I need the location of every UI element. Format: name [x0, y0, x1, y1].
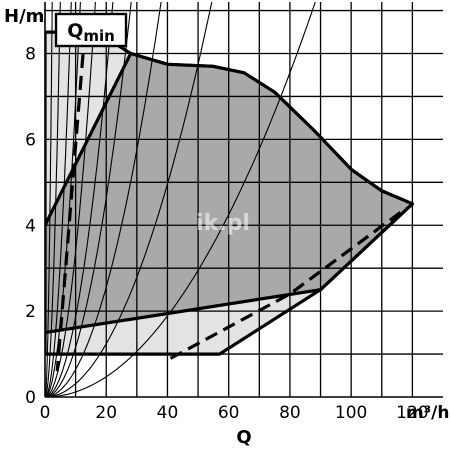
x-tick-label: 60: [218, 403, 240, 423]
system-curve: [45, 2, 61, 397]
system-curve: [45, 2, 53, 397]
x-axis-title: Q: [236, 427, 251, 448]
x-axis-unit: m³/h: [406, 403, 449, 423]
qmin-label: Qmin: [67, 20, 115, 45]
y-tick-label: 2: [25, 302, 36, 322]
watermark: ik.pl: [196, 211, 250, 236]
x-tick-label: 120: [396, 403, 428, 423]
qmin-box: [54, 12, 128, 48]
system-curve: [45, 2, 316, 397]
x-tick-label: 20: [95, 403, 117, 423]
x-tick-label: 100: [335, 403, 367, 423]
x-tick-label: 0: [40, 403, 51, 423]
y-tick-label: 6: [25, 130, 36, 150]
system-curve: [45, 2, 114, 397]
system-curve: [45, 2, 213, 397]
x-tick-label: 80: [279, 403, 301, 423]
system-curves: [45, 2, 316, 397]
axes: [44, 2, 443, 398]
y-tick-labels: 0 2 4 6 8: [25, 45, 36, 408]
y-axis-title: H/m: [4, 6, 44, 27]
y-tick-label: 4: [25, 216, 36, 236]
qmin-label-sub: min: [83, 27, 114, 45]
y-tick-label: 8: [25, 45, 36, 65]
x-tick-label: 40: [157, 403, 179, 423]
qmin-dashed-line: [55, 31, 87, 372]
system-curve: [45, 2, 132, 397]
limit-dashed-line: [169, 206, 408, 360]
system-curve: [45, 2, 96, 397]
qmin-label-box: Qmin: [54, 12, 128, 48]
system-curve: [45, 2, 162, 397]
x-tick-labels: 0 20 40 60 80 100 120: [40, 403, 429, 423]
dashed-lines: [55, 31, 408, 372]
system-curve: [45, 2, 72, 397]
qmin-label-main: Q: [67, 20, 83, 42]
y-tick-label: 0: [25, 388, 36, 408]
